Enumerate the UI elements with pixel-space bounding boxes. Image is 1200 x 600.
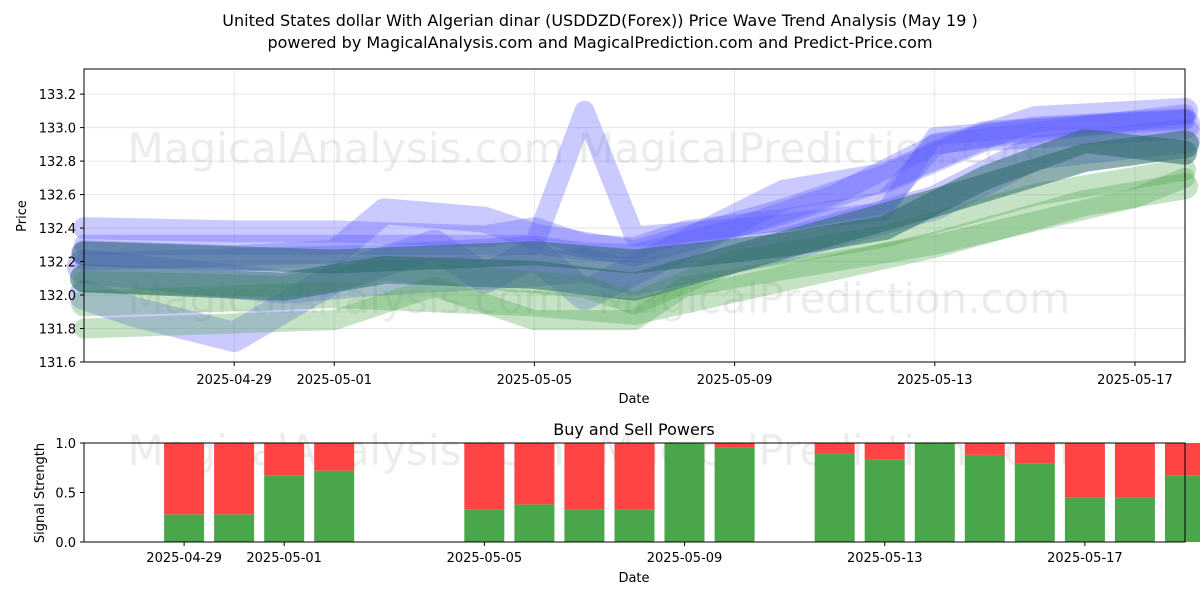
buy-bar: [814, 453, 855, 542]
buy-bar: [914, 443, 955, 542]
price-x-tick-label: 2025-05-17: [1097, 373, 1173, 388]
signal-y-tick-label: 0.0: [55, 536, 76, 551]
price-wave-series-blue: [73, 108, 1196, 260]
signal-x-tick-label: 2025-05-17: [1047, 551, 1123, 566]
price-plot-area: [84, 69, 1185, 362]
buy-bar: [714, 447, 755, 542]
buy-bar: [214, 514, 255, 542]
signal-chart-panel: Buy and Sell Powers MagicalAnalysis.comM…: [33, 420, 1200, 586]
signal-x-axis-label: Date: [618, 571, 649, 586]
sell-bar: [164, 443, 205, 515]
price-y-tick-label: 131.8: [39, 323, 76, 338]
price-wave-series-teal: [70, 130, 1199, 301]
price-y-tick-label: 131.6: [39, 356, 76, 371]
price-x-ticks: 2025-04-29 2025-05-01 2025-05-05 2025-05-09…: [196, 362, 1173, 388]
signal-x-tick-label: 2025-04-29: [146, 551, 222, 566]
chart-subtitle: powered by MagicalAnalysis.com and Magic…: [267, 33, 932, 52]
buy-bar: [464, 509, 505, 542]
price-wave-series-blue: [74, 100, 1195, 255]
buy-bar: [314, 470, 355, 542]
buy-bar: [1064, 497, 1105, 542]
price-wave-series-teal: [72, 129, 1197, 274]
price-chart-panel: MagicalAnalysis.com MagicalPrediction.com…: [15, 68, 1200, 407]
price-x-axis-label: Date: [618, 392, 649, 407]
price-y-tick-label: 132.2: [39, 256, 76, 271]
signal-x-tick-label: 2025-05-13: [847, 551, 923, 566]
sell-bar: [614, 443, 655, 510]
price-y-tick-label: 132.4: [39, 222, 76, 237]
signal-y-tick-label: 0.5: [55, 487, 76, 502]
buy-bar: [1014, 463, 1055, 542]
sell-bar: [964, 443, 1005, 455]
buy-bar: [1165, 475, 1200, 542]
signal-bars-group: [164, 443, 1200, 542]
price-y-tick-label: 132.6: [39, 189, 76, 204]
buy-bar: [264, 475, 305, 542]
signal-y-tick-label: 1.0: [55, 437, 76, 452]
price-x-tick-label: 2025-05-05: [497, 373, 573, 388]
signal-chart-title: Buy and Sell Powers: [553, 420, 715, 439]
sell-bar: [864, 443, 905, 460]
sell-bar: [714, 443, 755, 448]
buy-bar: [164, 514, 205, 542]
buy-bar: [614, 509, 655, 542]
sell-bar: [464, 443, 505, 510]
signal-y-ticks: 0.0 0.5 1.0: [55, 437, 84, 551]
buy-bar: [864, 459, 905, 542]
sell-bar: [314, 443, 355, 471]
price-wave-series-green: [71, 173, 1198, 325]
price-wave-series-green: [74, 167, 1195, 339]
price-x-tick-label: 2025-05-13: [897, 373, 973, 388]
sell-bar: [814, 443, 855, 454]
signal-x-tick-label: 2025-05-09: [647, 551, 723, 566]
price-y-axis-label: Price: [15, 200, 30, 232]
price-y-tick-label: 132.0: [39, 289, 76, 304]
watermark-text: MagicalPrediction.com: [578, 124, 1051, 173]
buy-bar: [514, 504, 555, 542]
price-x-tick-label: 2025-05-09: [697, 373, 773, 388]
signal-y-axis-label: Signal Strength: [33, 443, 48, 543]
chart-title: United States dollar With Algerian dinar…: [222, 11, 977, 30]
price-y-ticks: 131.6 131.8 132.0 132.2 132.4 132.6 132.8 133.0…: [39, 88, 84, 371]
signal-x-tick-label: 2025-05-01: [246, 551, 322, 566]
signal-x-ticks: 2025-04-29 2025-05-01 2025-05-05 2025-05-09…: [146, 542, 1123, 566]
buy-bar: [564, 509, 605, 542]
sell-bar: [264, 443, 305, 476]
buy-bar: [664, 443, 705, 542]
price-x-tick-label: 2025-04-29: [196, 373, 272, 388]
watermark-text: MagicalAnalysis.com: [128, 124, 565, 173]
sell-bar: [1014, 443, 1055, 464]
signal-x-tick-label: 2025-05-05: [447, 551, 523, 566]
sell-bar: [564, 443, 605, 510]
sell-bar: [514, 443, 555, 505]
price-series-group: [67, 97, 1200, 352]
price-x-tick-label: 2025-05-01: [296, 373, 372, 388]
sell-bar: [1114, 443, 1155, 498]
price-plot-frame: [83, 68, 1186, 363]
buy-bar: [964, 454, 1005, 542]
price-y-tick-label: 133.0: [39, 122, 76, 137]
sell-bar: [1165, 443, 1200, 476]
sell-bar: [1064, 443, 1105, 498]
sell-bar: [214, 443, 255, 515]
buy-bar: [1114, 497, 1155, 542]
price-y-tick-label: 133.2: [39, 88, 76, 103]
price-y-tick-label: 132.8: [39, 155, 76, 170]
